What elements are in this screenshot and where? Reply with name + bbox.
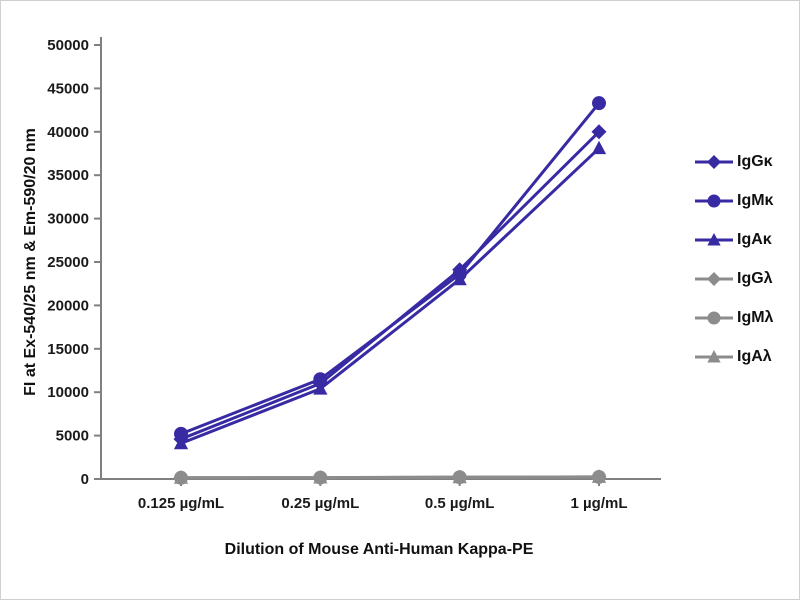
legend-item: IgAλ [693,346,773,368]
triangle-marker-icon [591,140,607,155]
diamond-marker-icon [591,124,607,140]
legend-key [695,272,733,286]
circle-marker-icon [707,311,721,325]
legend-label: IgMλ [737,309,774,326]
legend-key [695,311,733,325]
series-line [179,475,601,480]
y-tick-label: 5000 [56,428,89,445]
legend-key [695,155,733,169]
legend-label: IgMκ [737,192,774,209]
x-tick-label: 0.25 µg/mL [281,495,359,512]
y-tick-label: 25000 [47,254,89,271]
triangle-marker-icon [707,350,721,363]
series-line [179,101,601,436]
triangle-marker-icon [313,470,328,484]
y-tick-label: 35000 [47,167,89,184]
y-tick-label: 15000 [47,341,89,358]
y-tick-label: 40000 [47,124,89,141]
legend-label: IgGκ [737,153,773,170]
x-tick-label: 1 µg/mL [571,495,628,512]
x-tick-label: 0.125 µg/mL [138,495,224,512]
legend-item: IgGλ [693,268,773,290]
triangle-marker-icon [173,470,189,484]
legend-item: IgGκ [693,151,773,173]
triangle-marker-icon [313,381,328,395]
circle-marker-icon [707,194,721,208]
circle-marker-icon [592,96,606,111]
legend-label: IgAλ [737,348,772,365]
legend-key [695,350,733,363]
series-line [179,146,601,445]
y-tick-label: 45000 [47,80,89,97]
legend-key [695,194,733,208]
legend-label: IgGλ [737,270,773,287]
triangle-marker-icon [452,469,467,484]
triangle-marker-icon [707,233,721,246]
x-tick-label: 0.5 µg/mL [425,495,495,512]
circle-marker-icon [174,426,188,441]
y-tick-label: 10000 [47,384,89,401]
legend: IgGκ IgMκ IgAκ IgGλ IgMλ IgAλ [693,151,773,368]
y-tick-label: 20000 [47,297,89,314]
x-axis-title: Dilution of Mouse Anti-Human Kappa-PE [224,541,534,558]
circle-marker-icon [313,372,328,387]
legend-label: IgAκ [737,231,772,248]
diamond-marker-icon [707,272,721,286]
y-axis-title: FI at Ex-540/25 nm & Em-590/20 nm [22,128,39,396]
y-tick-label: 30000 [47,211,89,228]
diamond-marker-icon [707,155,721,169]
triangle-marker-icon [591,469,607,483]
y-tick-label: 0 [81,471,89,488]
triangle-marker-icon [173,435,189,450]
triangle-marker-icon [452,271,467,286]
legend-item: IgAκ [693,229,773,251]
legend-item: IgMκ [693,190,773,212]
legend-item: IgMλ [693,307,773,329]
legend-key [695,233,733,246]
y-tick-label: 50000 [47,37,89,54]
